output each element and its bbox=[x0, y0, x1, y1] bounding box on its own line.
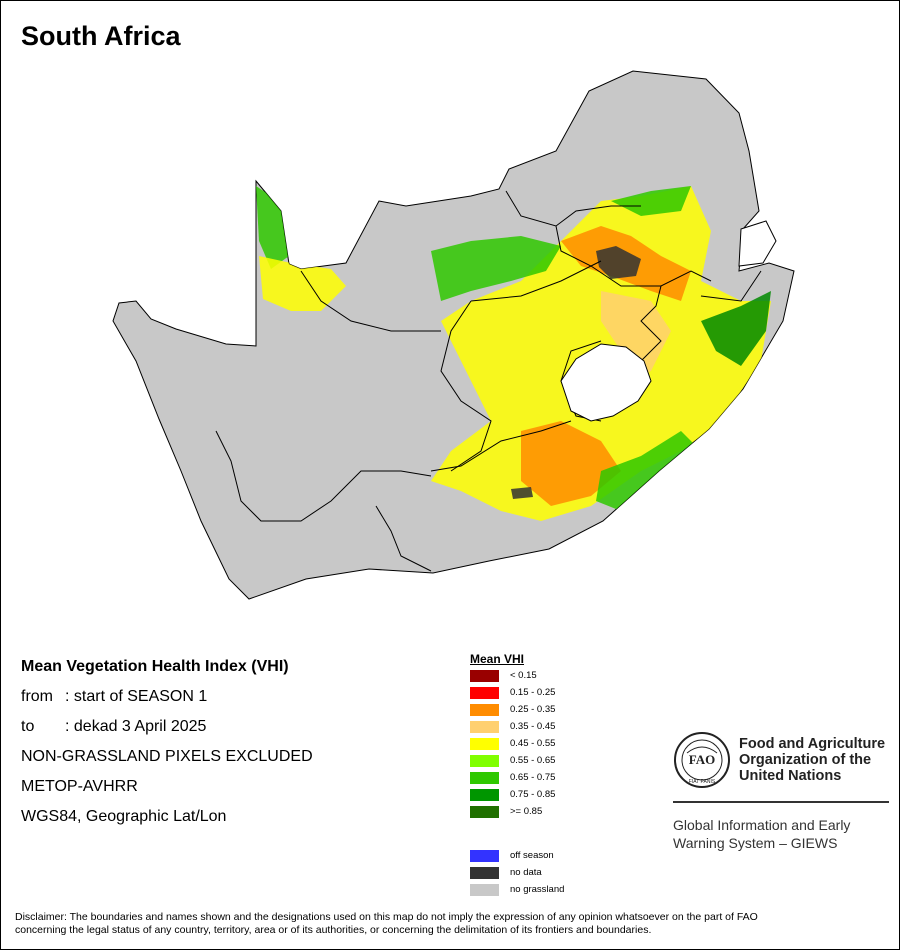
map-info-block: Mean Vegetation Health Index (VHI) from:… bbox=[21, 657, 313, 837]
vegetation-patch-light-orange bbox=[601, 291, 671, 381]
legend: Mean VHI < 0.15 0.15 - 0.25 0.25 - 0.35 0.3… bbox=[470, 652, 590, 910]
legend-label: 0.55 - 0.65 bbox=[510, 755, 556, 766]
legend-swatch bbox=[470, 721, 499, 733]
fao-name-line: Food and Agriculture bbox=[739, 736, 886, 752]
fao-name-line: United Nations bbox=[739, 768, 842, 784]
legend-swatch bbox=[470, 850, 499, 862]
legend-swatch bbox=[470, 867, 499, 879]
legend-swatch bbox=[470, 704, 499, 716]
map-canvas bbox=[101, 61, 801, 611]
legend-label: < 0.15 bbox=[510, 670, 537, 681]
from-value: : start of SEASON 1 bbox=[65, 688, 208, 705]
giews-line: Warning System – GIEWS bbox=[673, 835, 838, 851]
fao-name-line: Organization of the bbox=[739, 752, 872, 768]
legend-swatch bbox=[470, 789, 499, 801]
svg-text:FAO: FAO bbox=[689, 752, 715, 767]
lesotho-enclave bbox=[560, 343, 652, 422]
legend-label: no grassland bbox=[510, 884, 565, 895]
vegetation-patch-yellow bbox=[259, 256, 346, 311]
legend-label: >= 0.85 bbox=[510, 806, 543, 817]
period-to: to : dekad 3 April 2025 bbox=[21, 717, 313, 747]
divider bbox=[673, 801, 889, 803]
legend-label: 0.35 - 0.45 bbox=[510, 721, 556, 732]
giews-line: Global Information and Early bbox=[673, 817, 851, 833]
index-title: Mean Vegetation Health Index (VHI) bbox=[21, 658, 289, 675]
legend-label: 0.45 - 0.55 bbox=[510, 738, 556, 749]
disclaimer-line: concerning the legal status of any count… bbox=[15, 924, 652, 936]
legend-swatch bbox=[470, 884, 499, 896]
legend-swatch bbox=[470, 806, 499, 818]
map-title: South Africa bbox=[21, 21, 181, 51]
legend-swatch bbox=[470, 755, 499, 767]
vegetation-patch-green bbox=[431, 236, 561, 301]
period-from: from : start of SEASON 1 bbox=[21, 687, 313, 717]
legend-rows: < 0.15 0.15 - 0.25 0.25 - 0.35 0.35 - 0.45 0… bbox=[470, 670, 590, 910]
legend-label: 0.25 - 0.35 bbox=[510, 704, 556, 715]
vegetation-patch-orange bbox=[521, 421, 621, 506]
legend-label: 0.65 - 0.75 bbox=[510, 772, 556, 783]
vegetation-patch-dark-green bbox=[701, 291, 771, 366]
legend-label: 0.75 - 0.85 bbox=[510, 789, 556, 800]
legend-swatch bbox=[470, 687, 499, 699]
sensor-name: METOP-AVHRR bbox=[21, 778, 138, 795]
disclaimer-line: Disclaimer: The boundaries and names sho… bbox=[15, 911, 758, 923]
legend-title: Mean VHI bbox=[470, 652, 525, 666]
to-value: : dekad 3 April 2025 bbox=[65, 718, 207, 735]
vegetation-patch-green bbox=[611, 186, 691, 216]
legend-swatch bbox=[470, 738, 499, 750]
projection-info: WGS84, Geographic Lat/Lon bbox=[21, 808, 227, 825]
legend-swatch bbox=[470, 772, 499, 784]
fao-name: Food and Agriculture Organization of the… bbox=[739, 736, 885, 784]
disclaimer: Disclaimer: The boundaries and names sho… bbox=[15, 911, 895, 937]
from-label: from bbox=[21, 688, 53, 705]
south-africa-map bbox=[112, 70, 795, 600]
svg-text:FIAT PANIS: FIAT PANIS bbox=[689, 779, 716, 785]
fao-logo-icon: FAO FIAT PANIS bbox=[674, 732, 730, 788]
legend-label: no data bbox=[510, 867, 542, 878]
legend-label: 0.15 - 0.25 bbox=[510, 687, 556, 698]
exclusion-note: NON-GRASSLAND PIXELS EXCLUDED bbox=[21, 748, 313, 765]
eswatini-enclave bbox=[738, 220, 777, 267]
no-data-patch bbox=[596, 246, 641, 279]
to-label: to bbox=[21, 718, 35, 735]
legend-label: off season bbox=[510, 850, 554, 861]
giews-name: Global Information and Early Warning Sys… bbox=[673, 816, 850, 852]
legend-swatch bbox=[470, 670, 499, 682]
vegetation-patch-green bbox=[596, 431, 701, 511]
no-data-patch bbox=[511, 487, 533, 499]
